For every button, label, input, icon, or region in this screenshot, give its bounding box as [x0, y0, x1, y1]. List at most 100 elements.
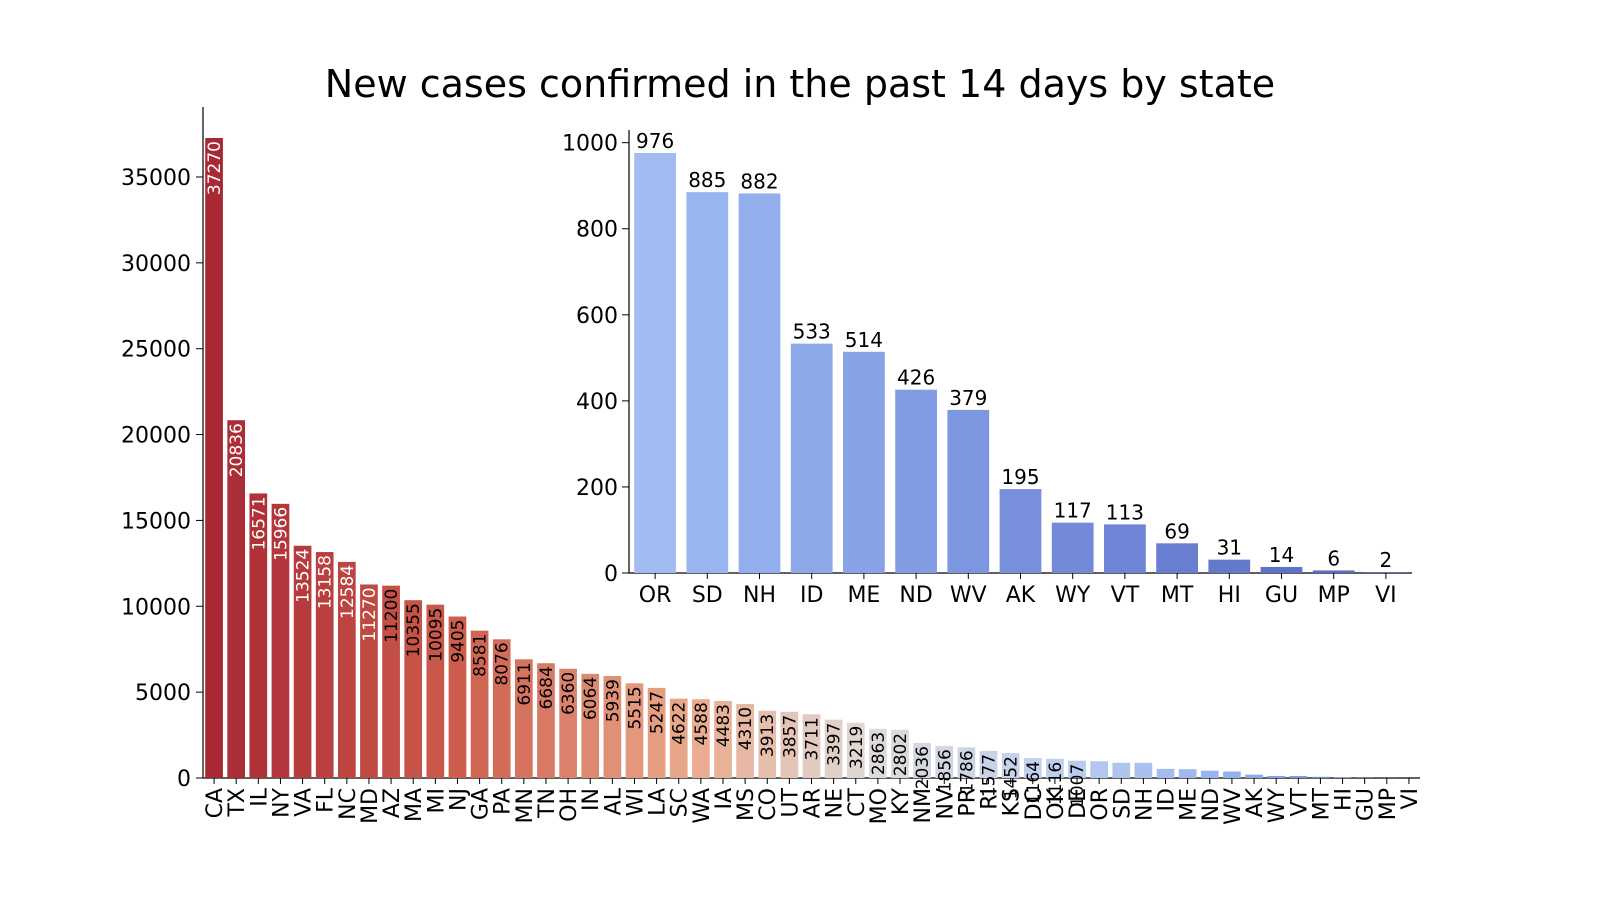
main-data-label: 3913: [758, 714, 778, 757]
main-bar-nh: [1134, 762, 1153, 778]
main-bar-wy: [1267, 775, 1286, 778]
main-data-label: 6064: [581, 677, 601, 720]
inset-data-label: 195: [1001, 465, 1039, 489]
main-data-label: 1786: [957, 750, 977, 793]
main-x-tick-label: NV: [933, 788, 958, 820]
main-bar-nj: [448, 616, 467, 778]
main-data-label: 2863: [869, 732, 889, 775]
main-bar-ms: [736, 703, 754, 778]
main-bar-hi: [1333, 777, 1352, 778]
main-bar-pr: [957, 747, 976, 778]
main-bar-ak: [1245, 774, 1263, 778]
main-bar-ia: [714, 701, 732, 778]
main-bar-dc: [1023, 758, 1042, 778]
main-data-label: 3857: [780, 715, 800, 758]
main-data-label: 20836: [227, 423, 247, 477]
main-data-label: 4622: [670, 702, 690, 745]
main-x-tick-label: NC: [336, 788, 361, 820]
inset-bar-wv: [947, 409, 990, 573]
main-data-label: 16571: [249, 496, 269, 550]
inset-data-label: 117: [1054, 499, 1092, 523]
main-x-tick-label: NH: [1132, 788, 1157, 821]
main-x-tick-label: TX: [225, 788, 250, 818]
inset-x-tick-label: HI: [1218, 583, 1241, 608]
inset-x-tick-label: AK: [1006, 583, 1036, 608]
main-data-label: 11200: [382, 589, 402, 643]
inset-bar-vt: [1104, 524, 1146, 573]
main-bar-ca: [205, 138, 223, 778]
main-bar-ar: [802, 714, 821, 778]
inset-data-label: 113: [1106, 500, 1144, 524]
main-data-label: 1577: [980, 754, 1000, 797]
main-x-tick-label: IN: [579, 788, 604, 811]
main-data-label: 8581: [471, 634, 491, 677]
main-bar-vt: [1289, 776, 1308, 778]
inset-x-tick-label: SD: [692, 583, 723, 608]
inset-bar-sd: [686, 192, 729, 573]
main-x-tick-label: DC: [1022, 788, 1047, 820]
main-x-tick-label: AL: [601, 787, 626, 815]
main-bar-mn: [514, 659, 533, 778]
inset-y-tick-label: 1000: [562, 132, 618, 157]
inset-data-label: 69: [1164, 519, 1189, 543]
main-data-label: 13524: [294, 549, 314, 603]
inset-data-label: 533: [793, 320, 831, 344]
main-bar-nm: [913, 743, 931, 778]
main-y-tick-label: 20000: [121, 424, 191, 449]
inset-bar-gu: [1260, 566, 1303, 573]
chart-title: New cases confirmed in the past 14 days …: [324, 62, 1276, 106]
main-x-tick-label: GU: [1354, 788, 1379, 821]
inset-bar-or: [634, 153, 676, 573]
main-bar-ma: [404, 600, 423, 778]
main-bar-tx: [227, 420, 246, 778]
main-x-tick-label: WA: [690, 788, 715, 824]
inset-x-tick-label: VI: [1375, 583, 1397, 608]
main-data-label: 1116: [1046, 762, 1066, 805]
inset-bar-id: [790, 343, 833, 573]
main-x-tick-label: AR: [801, 788, 826, 818]
inset-bar-hi: [1208, 559, 1251, 573]
main-x-tick-label: GA: [469, 788, 494, 820]
main-bar-in: [581, 673, 600, 778]
main-x-tick-label: CO: [756, 788, 781, 821]
main-bar-ct: [846, 722, 865, 778]
main-x-tick-label: CT: [845, 787, 870, 816]
main-data-label: 2802: [891, 733, 911, 776]
main-bar-mt: [1311, 776, 1330, 778]
inset-bar-ak: [999, 489, 1042, 573]
main-bar-co: [758, 710, 777, 778]
main-data-label: 10355: [404, 603, 424, 657]
main-x-tick-label: FL: [314, 787, 339, 813]
inset-x-tick-label: GU: [1265, 583, 1298, 608]
main-data-label: 4483: [714, 704, 734, 747]
main-bar-mo: [869, 728, 887, 778]
main-x-tick-label: HI: [1332, 788, 1357, 811]
main-x-tick-label: SD: [1110, 788, 1135, 819]
inset-data-label: 14: [1269, 543, 1294, 567]
main-bar-wa: [692, 699, 710, 778]
main-y-tick-label: 10000: [121, 595, 191, 620]
main-x-tick-label: MD: [358, 788, 383, 824]
main-bar-oh: [559, 668, 577, 778]
main-bar-ut: [780, 711, 799, 778]
main-x-tick-label: AZ: [380, 788, 405, 818]
main-data-label: 5939: [603, 679, 623, 722]
main-data-label: 6911: [515, 662, 535, 705]
inset-x-tick-label: MP: [1318, 583, 1350, 608]
main-x-tick-label: NJ: [446, 788, 471, 811]
main-data-label: 15966: [271, 507, 291, 561]
main-data-label: 2036: [913, 746, 933, 789]
main-data-label: 5515: [625, 686, 645, 729]
main-x-tick-label: MA: [402, 788, 427, 822]
main-data-label: 3711: [803, 717, 823, 760]
inset-bar-mt: [1156, 543, 1198, 573]
main-x-tick-label: SC: [668, 788, 693, 817]
main-data-label: 4588: [692, 702, 712, 745]
inset-x-tick-label: ID: [800, 583, 823, 608]
main-bar-md: [360, 584, 378, 778]
main-bar-al: [603, 676, 622, 778]
main-bar-ri: [979, 750, 998, 778]
main-data-label: 1007: [1068, 764, 1088, 807]
inset-x-tick-label: MT: [1161, 583, 1194, 608]
